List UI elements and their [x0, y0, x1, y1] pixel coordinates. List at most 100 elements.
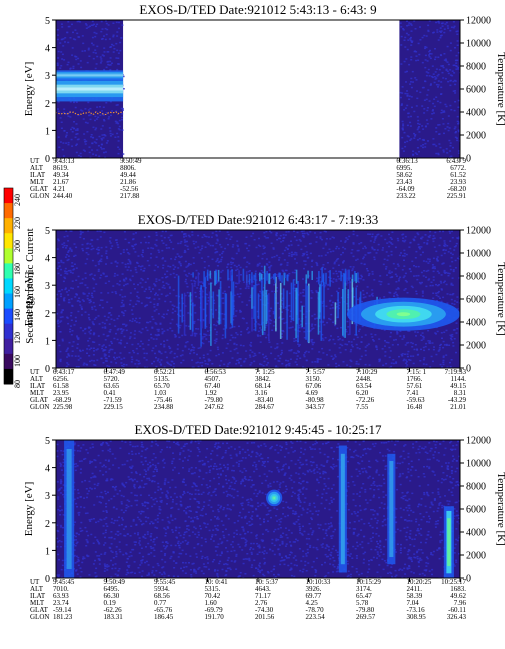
noise-pixel [110, 531, 113, 533]
noise-pixel [185, 282, 188, 285]
noise-pixel [112, 22, 115, 24]
noise-pixel [410, 341, 413, 344]
noise-pixel [126, 460, 129, 462]
noise-pixel [102, 148, 105, 150]
noise-pixel [440, 289, 443, 291]
noise-pixel [175, 274, 178, 276]
noise-pixel [60, 320, 63, 322]
streak-feature [218, 289, 220, 325]
noise-pixel [224, 450, 227, 452]
noise-pixel [186, 265, 189, 267]
noise-pixel [282, 330, 285, 333]
noise-pixel [319, 236, 322, 238]
noise-pixel [165, 313, 168, 315]
noise-pixel [449, 337, 452, 340]
noise-pixel [212, 244, 214, 247]
noise-pixel [212, 510, 215, 512]
noise-pixel [440, 288, 443, 290]
noise-pixel [246, 261, 249, 263]
noise-pixel [89, 156, 92, 158]
noise-pixel [444, 58, 447, 60]
noise-pixel [168, 440, 171, 443]
noise-pixel [57, 575, 60, 578]
noise-pixel [190, 350, 193, 352]
noise-pixel [370, 294, 373, 296]
noise-pixel [435, 283, 437, 286]
noise-pixel [439, 146, 442, 149]
noise-pixel [427, 262, 430, 264]
noise-pixel [238, 515, 241, 517]
noise-pixel [69, 116, 72, 118]
noise-pixel [356, 541, 358, 544]
noise-pixel [356, 347, 359, 349]
noise-pixel [407, 341, 410, 344]
info-row-value: -83.40 [255, 396, 274, 404]
noise-pixel [345, 282, 348, 285]
noise-pixel [100, 246, 103, 249]
noise-pixel [384, 351, 387, 353]
noise-pixel [373, 481, 376, 483]
noise-pixel [106, 365, 109, 367]
noise-pixel [373, 239, 376, 241]
noise-pixel [390, 365, 393, 368]
noise-pixel [343, 260, 345, 262]
noise-pixel [115, 292, 118, 295]
noise-pixel [153, 306, 156, 308]
noise-pixel [285, 246, 288, 249]
noise-pixel [434, 58, 436, 61]
noise-pixel [398, 569, 401, 571]
noise-pixel [366, 270, 369, 272]
noise-pixel [450, 298, 453, 301]
noise-pixel [453, 246, 456, 248]
noise-pixel [184, 274, 187, 276]
noise-pixel [236, 244, 239, 247]
noise-pixel [411, 70, 414, 73]
noise-pixel [86, 554, 89, 557]
noise-pixel [389, 237, 392, 239]
noise-pixel [257, 330, 260, 333]
noise-pixel [413, 545, 416, 547]
noise-pixel [426, 239, 429, 242]
noise-pixel [272, 325, 275, 327]
noise-pixel [81, 299, 84, 301]
noise-pixel [440, 282, 443, 284]
noise-pixel [106, 28, 109, 31]
noise-pixel [332, 281, 335, 283]
noise-pixel [448, 139, 451, 142]
noise-pixel [454, 131, 457, 134]
spectrogram-data [56, 230, 460, 368]
noise-pixel [99, 236, 102, 238]
y-tick-label: 5 [45, 16, 50, 27]
noise-pixel [119, 41, 122, 44]
noise-pixel [277, 360, 280, 362]
noise-pixel [125, 561, 128, 563]
streak-feature [192, 272, 194, 278]
noise-pixel [106, 525, 109, 527]
noise-pixel [117, 246, 120, 249]
noise-pixel [205, 526, 208, 528]
noise-pixel [140, 445, 143, 448]
noise-pixel [403, 457, 406, 460]
noise-pixel [423, 574, 426, 576]
noise-pixel [346, 364, 349, 366]
noise-pixel [222, 442, 224, 445]
noise-pixel [161, 566, 164, 569]
noise-pixel [145, 520, 148, 523]
noise-pixel [401, 120, 404, 123]
noise-pixel [197, 246, 200, 248]
noise-pixel [444, 128, 447, 130]
noise-pixel [61, 340, 64, 342]
noise-pixel [101, 321, 104, 324]
noise-pixel [110, 361, 113, 363]
info-row-value: 4.69 [306, 389, 319, 397]
noise-pixel [324, 575, 327, 577]
noise-pixel [115, 239, 117, 241]
noise-pixel [329, 558, 332, 560]
streak-feature [251, 287, 253, 309]
streak-feature [197, 272, 200, 286]
noise-pixel [368, 460, 371, 462]
noise-pixel [116, 104, 119, 106]
noise-pixel [410, 36, 412, 39]
noise-pixel [410, 77, 413, 80]
